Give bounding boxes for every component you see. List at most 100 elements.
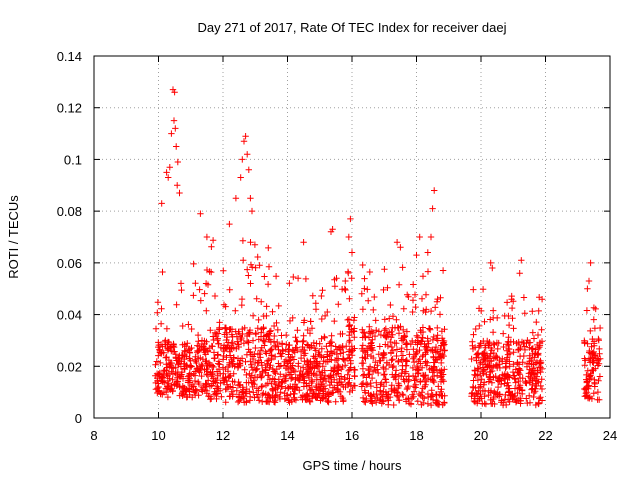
data-point xyxy=(197,354,204,362)
data-point xyxy=(481,318,488,325)
data-point xyxy=(494,383,502,391)
data-point xyxy=(209,343,216,350)
data-point xyxy=(440,339,447,346)
data-point xyxy=(314,360,321,367)
data-point xyxy=(584,285,591,292)
data-point xyxy=(302,396,309,403)
data-point xyxy=(331,317,338,325)
data-point xyxy=(472,325,479,333)
data-point xyxy=(430,333,437,341)
data-point xyxy=(438,386,445,393)
data-point xyxy=(164,377,171,385)
data-point xyxy=(438,354,445,362)
data-point xyxy=(258,329,265,336)
data-point xyxy=(375,328,383,335)
y-tick-label: 0.06 xyxy=(57,256,82,271)
data-point xyxy=(154,385,161,392)
data-point xyxy=(174,182,181,189)
data-point xyxy=(272,370,279,377)
data-point xyxy=(180,384,187,392)
data-point xyxy=(364,345,371,352)
data-point xyxy=(325,399,332,406)
data-point xyxy=(490,374,497,381)
data-point xyxy=(505,382,512,389)
data-point xyxy=(523,380,530,387)
data-point xyxy=(185,386,193,393)
data-point xyxy=(197,210,204,217)
data-point xyxy=(369,368,377,375)
data-point xyxy=(397,244,404,251)
data-point xyxy=(471,398,479,406)
data-point xyxy=(275,376,282,383)
data-point xyxy=(433,298,441,305)
data-point xyxy=(373,399,380,406)
data-point xyxy=(258,383,266,390)
data-point xyxy=(303,341,311,348)
data-point xyxy=(246,326,254,334)
data-point xyxy=(331,357,339,364)
data-point xyxy=(307,358,314,365)
data-point xyxy=(216,387,224,394)
data-point xyxy=(425,393,432,401)
data-point xyxy=(362,334,369,341)
data-point xyxy=(195,338,202,345)
data-point xyxy=(479,286,487,293)
data-point xyxy=(309,378,316,385)
data-point xyxy=(349,387,356,394)
data-point xyxy=(364,286,371,293)
data-point xyxy=(511,372,518,379)
data-point xyxy=(528,386,535,393)
data-point xyxy=(199,362,206,370)
data-point xyxy=(258,326,265,333)
data-point xyxy=(441,366,448,373)
data-point xyxy=(283,331,290,339)
data-point xyxy=(375,369,382,377)
data-point xyxy=(588,367,596,374)
data-point xyxy=(210,363,217,371)
data-point xyxy=(392,367,400,374)
data-point xyxy=(317,371,324,379)
data-point xyxy=(221,377,228,384)
data-point xyxy=(316,368,323,375)
data-point xyxy=(308,325,316,332)
data-point xyxy=(196,286,203,293)
data-point xyxy=(401,370,408,377)
data-point xyxy=(272,342,279,349)
data-point xyxy=(526,339,534,346)
data-point xyxy=(345,348,353,355)
data-point xyxy=(203,390,210,397)
data-point xyxy=(481,366,489,373)
data-point xyxy=(304,326,311,334)
data-point xyxy=(358,381,366,388)
data-point xyxy=(186,345,193,353)
data-point xyxy=(318,292,325,300)
x-tick-label: 10 xyxy=(151,428,165,443)
data-point xyxy=(590,316,597,323)
data-point xyxy=(412,373,419,380)
data-point xyxy=(300,352,308,359)
data-point xyxy=(171,89,178,96)
data-point xyxy=(487,316,494,323)
data-point xyxy=(232,328,239,335)
data-point xyxy=(381,316,388,323)
data-point xyxy=(181,365,188,373)
data-point xyxy=(362,389,369,396)
data-point xyxy=(487,259,494,267)
data-point xyxy=(351,373,358,380)
data-point xyxy=(516,374,524,382)
data-point xyxy=(436,311,444,318)
data-point xyxy=(247,195,254,202)
data-point xyxy=(188,325,195,333)
data-point xyxy=(382,325,389,332)
data-point xyxy=(399,391,406,398)
data-point xyxy=(172,364,179,371)
data-point xyxy=(285,384,292,391)
data-point xyxy=(254,350,262,357)
data-point xyxy=(223,336,230,344)
data-point xyxy=(384,284,391,291)
data-point xyxy=(359,365,367,372)
data-point xyxy=(428,387,435,394)
data-point xyxy=(324,348,331,356)
data-point xyxy=(468,355,475,363)
data-point xyxy=(478,376,485,383)
